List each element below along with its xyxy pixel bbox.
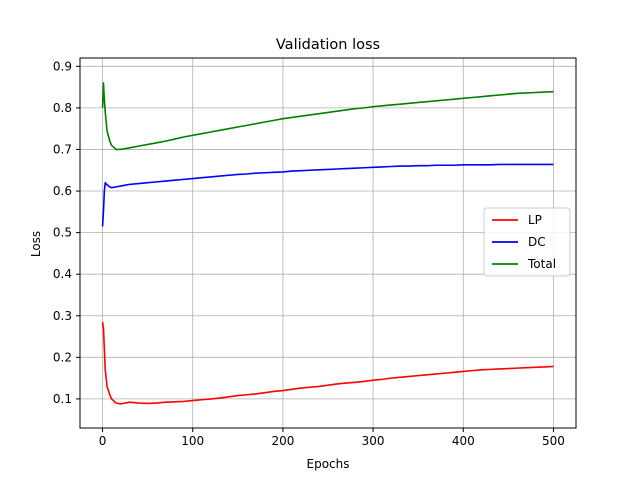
y-tick-label: 0.4 — [53, 267, 72, 281]
x-tick-label: 300 — [362, 434, 385, 448]
legend-label-dc: DC — [528, 235, 546, 249]
x-axis-label: Epochs — [307, 457, 350, 471]
legend-label-lp: LP — [528, 213, 542, 227]
x-axis: 0 100 200 300 400 500 — [99, 428, 565, 448]
y-tick-label: 0.7 — [53, 142, 72, 156]
x-tick-label: 0 — [99, 434, 107, 448]
x-tick-label: 200 — [271, 434, 294, 448]
series-lines — [101, 82, 554, 405]
y-tick-label: 0.8 — [53, 101, 72, 115]
y-tick-label: 0.9 — [53, 59, 72, 73]
x-tick-label: 400 — [452, 434, 475, 448]
y-tick-label: 0.6 — [53, 184, 72, 198]
y-axis-label: Loss — [29, 231, 43, 257]
legend-box — [483, 207, 571, 277]
x-tick-label: 500 — [542, 434, 565, 448]
y-tick-label: 0.1 — [53, 392, 72, 406]
legend-label-total: Total — [527, 257, 556, 271]
series-line-dc — [101, 163, 554, 227]
x-tick-label: 100 — [181, 434, 204, 448]
y-tick-label: 0.3 — [53, 309, 72, 323]
plot-frame — [79, 57, 577, 429]
y-axis: 0.1 0.2 0.3 0.4 0.5 0.6 0.7 0.8 0.9 — [53, 59, 80, 406]
series-line-total — [101, 82, 554, 151]
legend: LP DC Total — [483, 207, 571, 277]
chart-title: Validation loss — [276, 37, 380, 53]
y-tick-label: 0.2 — [53, 350, 72, 364]
y-tick-label: 0.5 — [53, 226, 72, 240]
series-line-lp — [101, 321, 554, 405]
